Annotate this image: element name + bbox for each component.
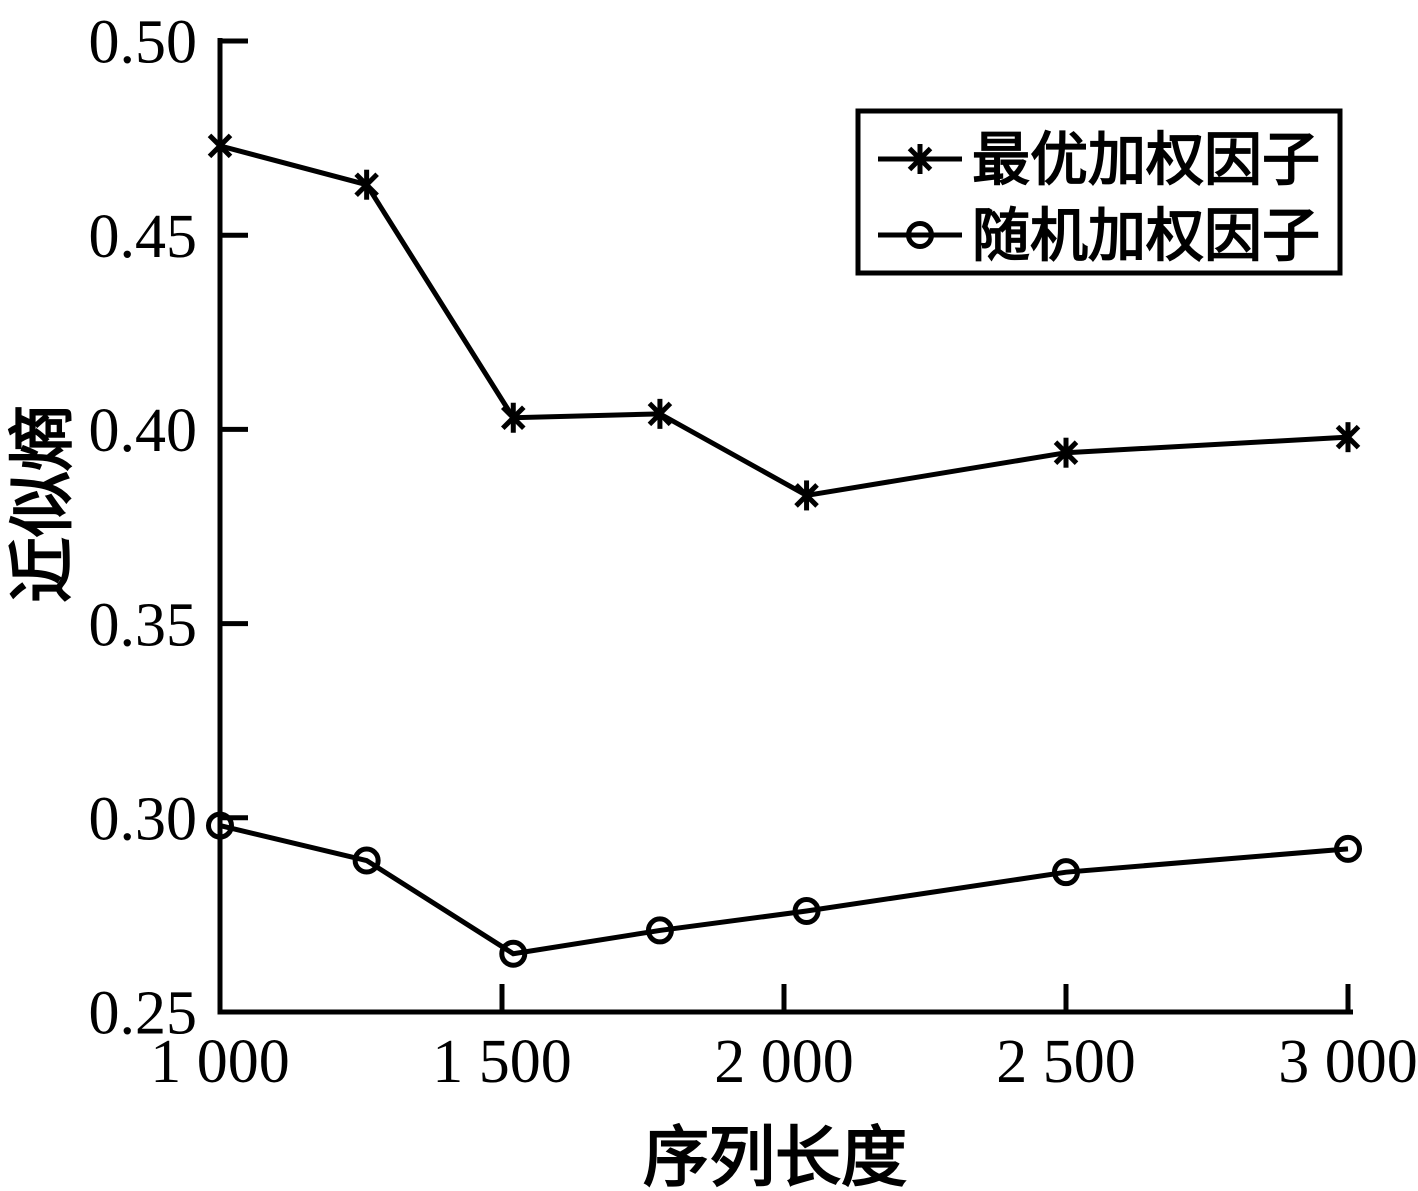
data-point-marker: [354, 169, 379, 200]
y-tick-label: 0.30: [89, 786, 198, 854]
legend-marker-asterisk: [907, 144, 933, 174]
legend-item: 随机加权因子: [878, 203, 1320, 268]
data-point-marker: [645, 916, 674, 945]
legend-item: 最优加权因子: [878, 127, 1320, 192]
series-line: [219, 823, 1349, 957]
x-tick-label: 1 000: [150, 1028, 290, 1096]
y-tick-label: 0.50: [89, 9, 198, 77]
data-point-marker: [207, 130, 233, 161]
y-tick-label: 0.25: [89, 980, 198, 1048]
legend-border: [855, 108, 1343, 276]
y-tick-label: 0.40: [89, 397, 198, 465]
legend-marker-circle: [906, 221, 934, 249]
data-point-marker: [794, 480, 819, 511]
data-point-marker: [1053, 437, 1079, 468]
data-point-marker: [499, 939, 528, 968]
y-axis-label: 近似熵: [7, 405, 80, 603]
legend-label: 最优加权因子: [972, 127, 1320, 192]
series-random-weight: [206, 811, 1362, 968]
series-optimal-weight: [207, 130, 1361, 511]
data-point-marker: [352, 846, 381, 875]
data-point-marker: [1334, 834, 1362, 863]
data-point-marker: [647, 398, 673, 429]
legend-label: 随机加权因子: [972, 203, 1320, 268]
data-point-marker: [206, 811, 234, 840]
x-tick-label: 2 500: [996, 1028, 1136, 1096]
x-tick-label: 1 500: [432, 1028, 572, 1096]
data-point-marker: [1052, 858, 1080, 887]
x-tick-label: 2 000: [714, 1028, 854, 1096]
y-tick-label: 0.35: [89, 591, 198, 659]
x-tick-label: 3 000: [1278, 1028, 1418, 1096]
data-point-marker: [501, 402, 526, 433]
y-tick-label: 0.45: [89, 203, 198, 271]
data-point-marker: [792, 897, 821, 926]
x-axis-label: 序列长度: [643, 1122, 907, 1191]
data-point-marker: [1335, 422, 1361, 453]
